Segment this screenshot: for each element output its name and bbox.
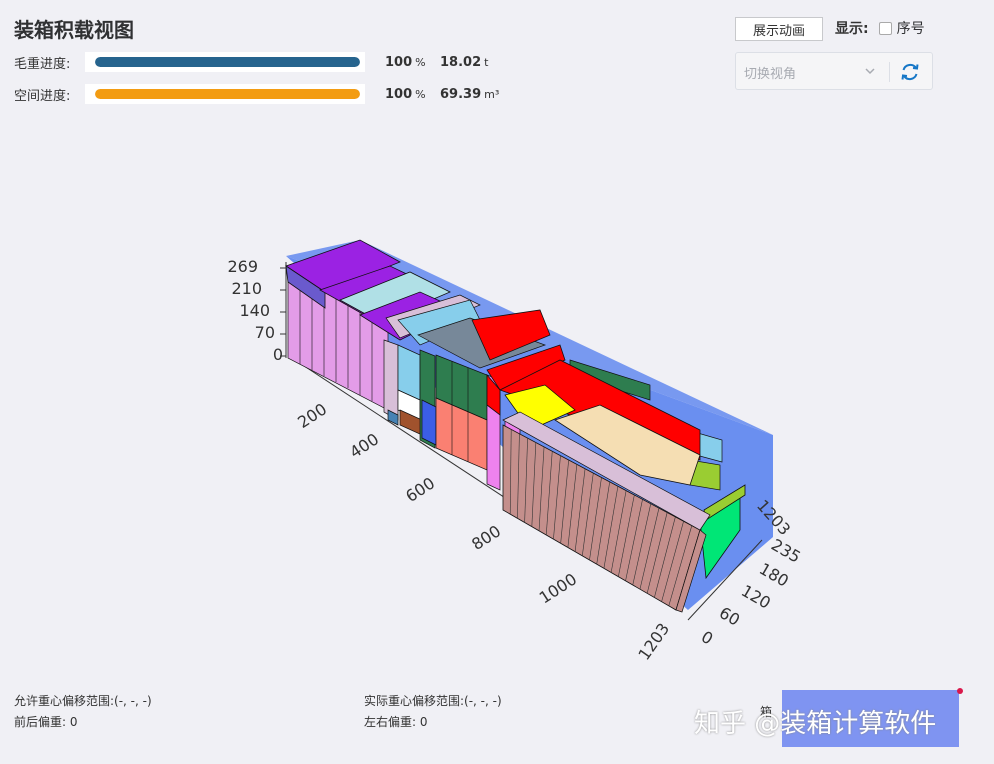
weight-progress-percent: 100 [385, 54, 413, 70]
front-back-offset: 前后偏重: 0 [14, 715, 78, 729]
view-select-placeholder: 切换视角 [744, 66, 797, 82]
weight-progress-track [85, 52, 365, 72]
y-axis [687, 539, 763, 621]
space-progress-fill [95, 89, 360, 99]
x-tick-label: 200 [294, 399, 330, 432]
weight-value: 18.02 [440, 54, 482, 70]
space-progress-row: 空间进度: 100% 69.39 m³ [14, 84, 499, 104]
view-switcher: 切换视角 [735, 52, 933, 90]
space-progress-track [85, 84, 365, 104]
x-tick-label: 1203 [634, 619, 673, 663]
refresh-icon[interactable] [899, 61, 921, 83]
show-animation-button[interactable]: 展示动画 [735, 17, 823, 41]
chevron-down-icon [865, 68, 875, 75]
watermark-box [782, 690, 959, 747]
notification-dot [957, 688, 963, 694]
z-tick-label: 70 [255, 323, 275, 342]
weight-progress-row: 毛重进度: 100% 18.02 t [14, 52, 488, 72]
y-tick-label: 120 [738, 581, 774, 613]
allowed-cg-range: 允许重心偏移范围:(-, -, -) [14, 694, 152, 708]
z-tick-label: 210 [231, 279, 262, 298]
x-tick-label: 600 [402, 473, 438, 506]
y-tick-label: 60 [716, 603, 743, 630]
actual-cg-range: 实际重心偏移范围:(-, -, -) [364, 694, 502, 708]
z-axis-ticks: 269 210 140 70 0 [227, 257, 286, 364]
display-label: 显示: [835, 21, 869, 37]
left-right-offset: 左右偏重: 0 [364, 715, 428, 729]
weight-progress-fill [95, 57, 360, 67]
space-value: 69.39 [440, 86, 482, 102]
space-unit: m³ [484, 87, 500, 101]
z-tick-label: 0 [273, 345, 283, 364]
seq-checkbox[interactable] [878, 21, 892, 35]
y-tick-label: 0 [698, 627, 716, 649]
z-tick-label: 140 [239, 301, 270, 320]
space-progress-label: 空间进度: [14, 88, 71, 104]
hidden-label-fragment: 箱 [760, 705, 773, 719]
y-tick-label: 180 [756, 559, 792, 591]
weight-progress-label: 毛重进度: [14, 56, 71, 72]
display-options: 显示: 序号 [835, 18, 925, 38]
z-tick-label: 269 [227, 257, 258, 276]
x-tick-label: 1000 [536, 569, 580, 607]
x-tick-label: 800 [468, 521, 504, 554]
space-progress-percent: 100 [385, 86, 413, 102]
seq-label: 序号 [896, 21, 925, 37]
x-tick-label: 400 [346, 429, 382, 462]
y-tick-label: 235 [768, 535, 804, 567]
watermark: 知乎 @装箱计算软件 [694, 709, 937, 739]
view-select[interactable]: 切换视角 [744, 53, 884, 91]
page-title: 装箱积载视图 [14, 18, 134, 42]
weight-unit: t [484, 55, 489, 69]
